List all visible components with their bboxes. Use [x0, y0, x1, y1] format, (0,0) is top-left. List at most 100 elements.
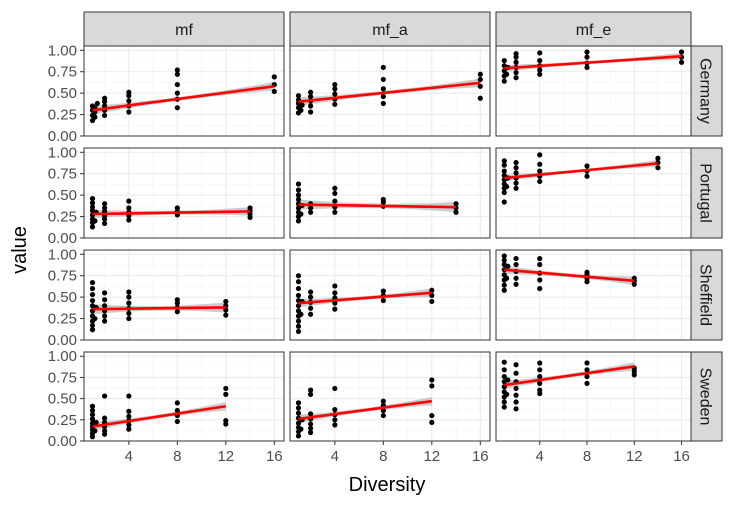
data-point — [308, 425, 314, 431]
data-point — [501, 359, 507, 365]
data-point — [501, 158, 507, 164]
data-point — [380, 64, 386, 71]
data-point — [429, 383, 435, 389]
data-point — [92, 428, 98, 434]
data-point — [332, 198, 338, 204]
data-point — [295, 433, 302, 439]
data-point — [501, 162, 507, 168]
data-point — [537, 57, 543, 64]
data-point — [126, 422, 132, 428]
data-point — [537, 71, 543, 77]
data-point — [513, 275, 519, 281]
y-tick-label: 0.00 — [48, 433, 77, 450]
data-point — [453, 201, 459, 207]
facet-strip-label: Sheffield — [697, 264, 714, 326]
data-point — [513, 399, 519, 405]
data-point — [537, 360, 543, 366]
data-point — [332, 422, 338, 428]
data-point — [332, 101, 338, 107]
panel-background — [84, 352, 284, 441]
data-point — [89, 322, 96, 329]
y-tick-label: 1.00 — [48, 246, 77, 263]
data-point — [308, 103, 314, 109]
data-point — [308, 109, 314, 115]
data-point — [271, 88, 277, 95]
data-point — [537, 261, 543, 268]
data-point — [295, 410, 302, 416]
panel-background — [496, 250, 691, 340]
data-point — [223, 312, 229, 318]
panel-background — [290, 352, 490, 441]
facet-strip-mf_a — [289, 11, 491, 47]
data-point — [501, 367, 507, 373]
data-point — [501, 57, 507, 64]
data-point — [584, 360, 590, 366]
facet-strip-label: Germany — [697, 58, 714, 124]
data-point — [102, 290, 108, 296]
data-point — [295, 273, 302, 279]
data-point — [126, 426, 132, 432]
data-point — [174, 71, 180, 77]
data-point — [513, 75, 519, 81]
panel-background — [496, 148, 691, 238]
data-point — [89, 279, 96, 286]
data-point — [584, 163, 590, 169]
data-point — [332, 283, 338, 289]
data-point — [678, 49, 685, 55]
data-point — [174, 67, 180, 73]
data-point — [501, 257, 507, 263]
y-tick-label: 0.75 — [48, 64, 77, 81]
facet-strip-label: Portugal — [697, 163, 714, 223]
data-point — [126, 413, 132, 420]
data-point — [584, 173, 590, 179]
data-point — [537, 50, 543, 56]
panel-background — [84, 250, 284, 340]
y-tick-label: 0.25 — [48, 412, 77, 429]
data-point — [584, 49, 590, 55]
data-point — [504, 275, 510, 281]
data-point — [513, 170, 519, 176]
data-point — [223, 391, 229, 397]
data-point — [174, 297, 180, 303]
data-point — [298, 211, 304, 217]
panel-border — [289, 351, 491, 442]
data-point — [92, 114, 98, 120]
data-point — [477, 95, 483, 101]
data-point — [380, 93, 386, 100]
data-point — [429, 377, 435, 383]
y-tick-label: 0.50 — [48, 391, 77, 408]
y-tick-label: 0.50 — [48, 85, 77, 102]
data-point — [429, 412, 435, 419]
data-point — [308, 391, 314, 397]
data-point — [295, 285, 302, 292]
data-point — [584, 380, 590, 386]
panel-border — [83, 147, 285, 239]
data-point — [537, 178, 543, 185]
data-point — [332, 91, 338, 97]
data-point — [537, 380, 543, 386]
data-point — [295, 279, 302, 285]
fit-line — [298, 81, 481, 104]
data-point — [126, 300, 132, 306]
data-point — [513, 69, 519, 76]
x-tick-label: 16 — [266, 448, 283, 465]
facet-strip-mf_e — [495, 11, 692, 47]
data-point — [102, 428, 108, 434]
data-point — [655, 165, 661, 171]
data-point — [126, 408, 132, 414]
data-point — [380, 407, 386, 414]
data-point — [89, 291, 96, 298]
data-point — [332, 290, 338, 296]
data-point — [308, 429, 314, 436]
x-tick-label: 12 — [217, 448, 234, 465]
data-point — [537, 67, 543, 73]
x-tick-label: 16 — [472, 448, 489, 465]
facet-strip-portugal — [690, 147, 723, 239]
data-point — [126, 310, 132, 317]
data-point — [537, 161, 543, 167]
y-tick-label: 0.75 — [48, 166, 77, 183]
fit-line — [92, 84, 275, 112]
data-point — [174, 105, 180, 111]
data-point — [513, 362, 519, 368]
data-point — [174, 407, 180, 414]
